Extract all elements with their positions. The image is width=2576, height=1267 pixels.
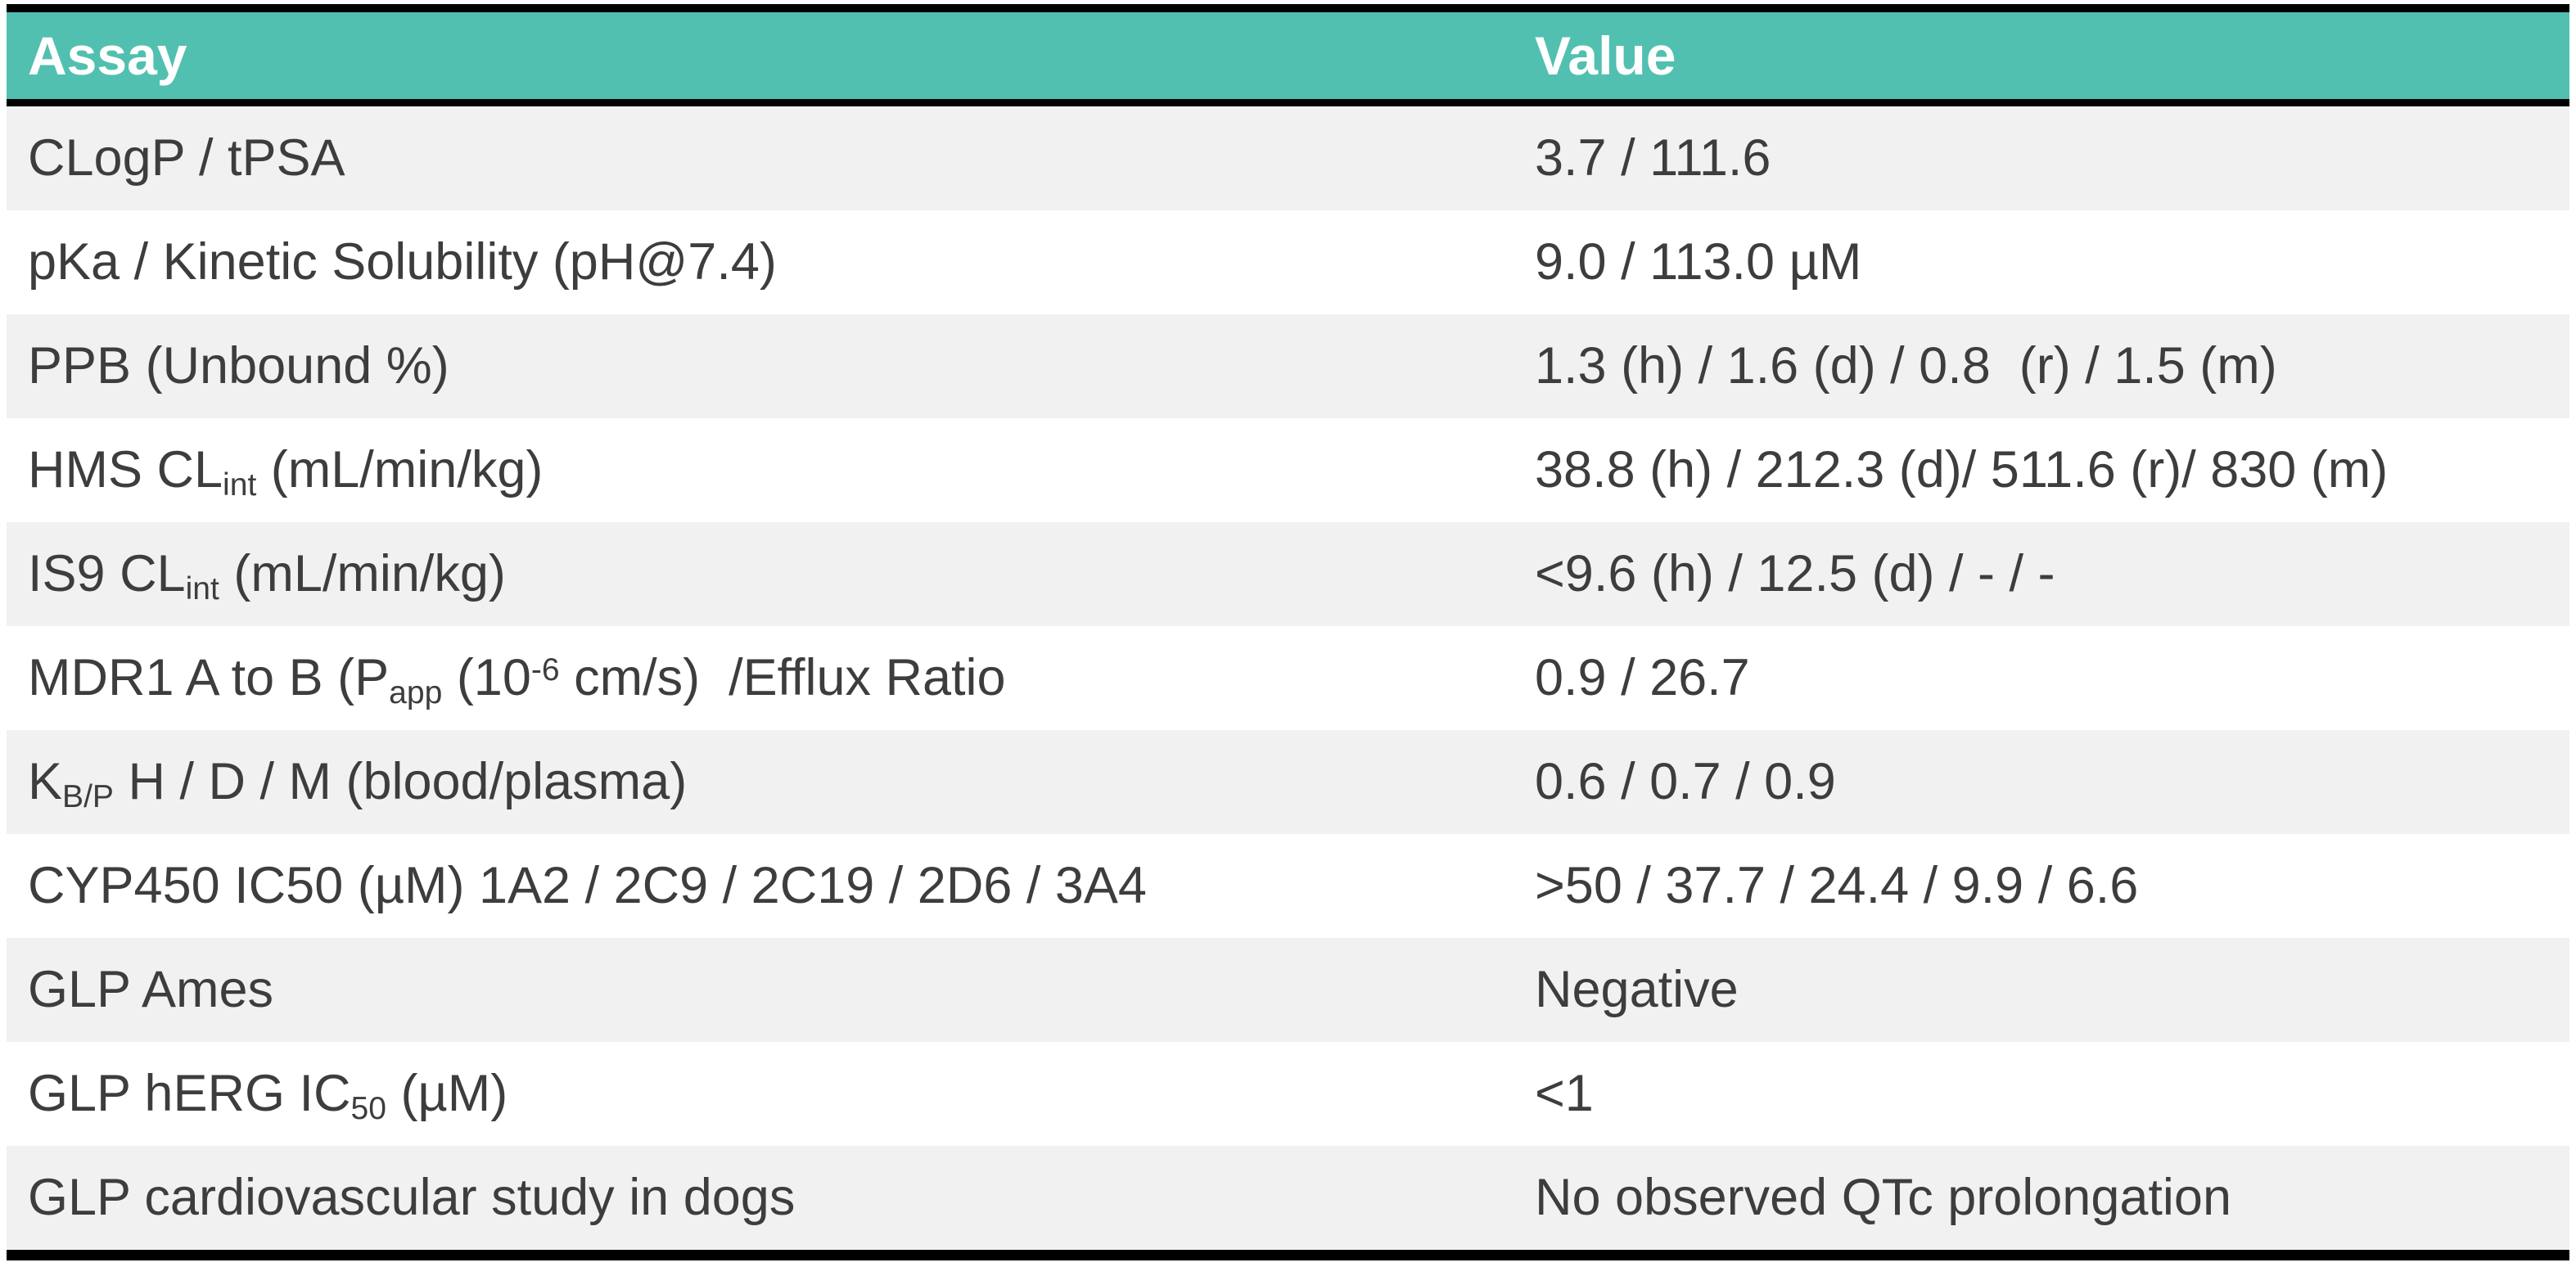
value-cell: No observed QTc prolongation [1535,1169,2231,1226]
table-row: CLogP / tPSA 3.7 / 111.6 [7,106,2569,210]
value-cell: <9.6 (h) / 12.5 (d) / - / - [1535,545,2055,602]
table-bottom-border [7,1250,2569,1260]
value-cell: Negative [1535,961,1739,1018]
table-row: HMS CLint (mL/min/kg) 38.8 (h) / 212.3 (d… [7,418,2569,522]
table-row: MDR1 A to B (Papp (10-6 cm/s) /Efflux Ra… [7,626,2569,730]
value-cell: 3.7 / 111.6 [1535,129,1771,187]
table-header-row: Assay Value [7,12,2569,99]
value-cell: 0.6 / 0.7 / 0.9 [1535,753,1836,810]
table-row: GLP cardiovascular study in dogs No obser… [7,1146,2569,1250]
table-top-border [7,4,2569,12]
table-row: pKa / Kinetic Solubility (pH@7.4) 9.0 / 1… [7,210,2569,314]
value-cell: 9.0 / 113.0 µM [1535,233,1862,291]
assay-cell: PPB (Unbound %) [28,337,449,395]
value-cell: 38.8 (h) / 212.3 (d)/ 511.6 (r)/ 830 (m) [1535,441,2389,498]
assay-table: Assay Value CLogP / tPSA 3.7 / 111.6 pKa /… [7,4,2569,1260]
table-row: PPB (Unbound %) 1.3 (h) / 1.6 (d) / 0.8 (… [7,314,2569,418]
column-header-value: Value [1535,25,1676,86]
assay-cell: IS9 CLint (mL/min/kg) [28,545,506,607]
assay-cell: CLogP / tPSA [28,129,345,187]
table-row: IS9 CLint (mL/min/kg) <9.6 (h) / 12.5 (d)… [7,522,2569,626]
header-bottom-border [7,99,2569,106]
value-cell: <1 [1535,1065,1594,1122]
table-body: CLogP / tPSA 3.7 / 111.6 pKa / Kinetic Sol… [7,106,2569,1250]
table-row: KB/P H / D / M (blood/plasma) 0.6 / 0.7 /… [7,730,2569,834]
table-row: GLP Ames Negative [7,938,2569,1042]
table-row: GLP hERG IC50 (µM) <1 [7,1042,2569,1146]
value-cell: 1.3 (h) / 1.6 (d) / 0.8 (r) / 1.5 (m) [1535,337,2277,395]
assay-cell: pKa / Kinetic Solubility (pH@7.4) [28,233,777,291]
assay-cell: GLP Ames [28,961,273,1018]
assay-cell: GLP cardiovascular study in dogs [28,1169,796,1226]
assay-cell: HMS CLint (mL/min/kg) [28,441,544,503]
assay-cell: MDR1 A to B (Papp (10-6 cm/s) /Efflux Ra… [28,649,1006,711]
assay-cell: KB/P H / D / M (blood/plasma) [28,753,688,815]
value-cell: 0.9 / 26.7 [1535,649,1750,706]
table-row: CYP450 IC50 (µM) 1A2 / 2C9 / 2C19 / 2D6 … [7,834,2569,938]
assay-cell: GLP hERG IC50 (µM) [28,1065,508,1127]
assay-cell: CYP450 IC50 (µM) 1A2 / 2C9 / 2C19 / 2D6 … [28,857,1147,914]
value-cell: >50 / 37.7 / 24.4 / 9.9 / 6.6 [1535,857,2139,914]
column-header-assay: Assay [28,25,187,86]
